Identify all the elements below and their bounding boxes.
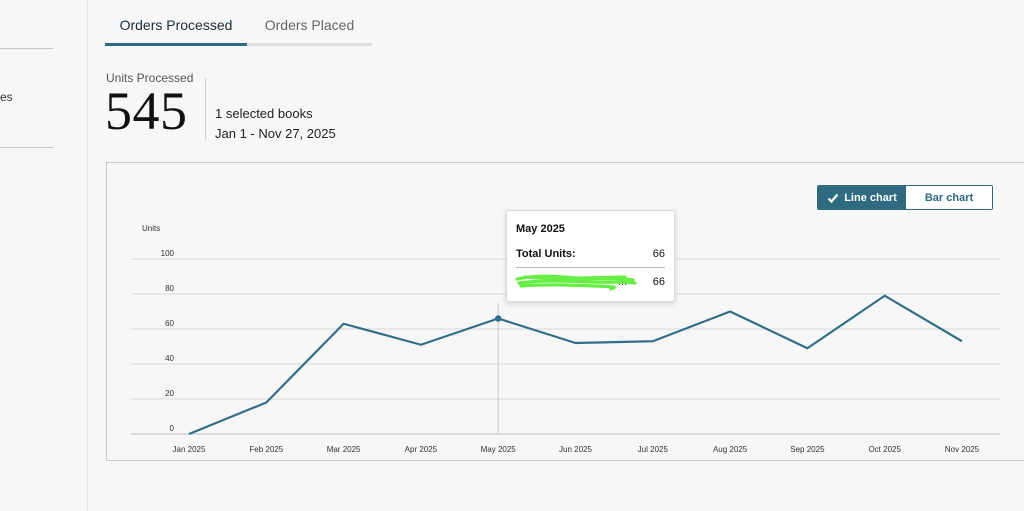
check-icon (827, 193, 839, 203)
x-tick-label: Jan 2025 (173, 445, 206, 454)
metric-label: Units Processed (106, 71, 194, 85)
y-axis-ticks: 0 20 40 60 80 100 (161, 249, 175, 433)
redaction-scribble (515, 274, 637, 291)
x-tick-label: Nov 2025 (945, 445, 980, 454)
tab-orders-processed[interactable]: Orders Processed (105, 17, 247, 46)
sidebar-item-label[interactable]: es (0, 90, 13, 104)
series-line (188, 294, 963, 436)
sidebar-divider (0, 147, 53, 148)
x-tick-label: Jun 2025 (559, 445, 592, 454)
x-tick-label: Aug 2025 (713, 445, 748, 454)
line-chart-label: Line chart (844, 191, 897, 204)
tooltip-divider (516, 267, 665, 268)
tooltip-title: May 2025 (516, 223, 565, 235)
y-tick-label: 60 (165, 319, 174, 328)
metric-value: 545 (105, 81, 188, 141)
chart-series (188, 294, 963, 436)
metric-divider (205, 78, 206, 140)
x-tick-label: May 2025 (481, 445, 517, 454)
tooltip-total-label: Total Units: (516, 248, 576, 260)
x-tick-label: Sep 2025 (790, 445, 825, 454)
x-tick-label: Oct 2025 (868, 445, 901, 454)
x-axis-ticks: Jan 2025 Feb 2025 Mar 2025 Apr 2025 May 2025… (173, 445, 980, 454)
sidebar: es (0, 0, 88, 511)
x-tick-label: Apr 2025 (405, 445, 438, 454)
highlighted-data-point[interactable] (495, 315, 502, 322)
y-tick-label: 100 (161, 249, 175, 258)
tooltip-series-value: 66 (652, 276, 665, 288)
line-chart-button[interactable]: Line chart (818, 186, 906, 209)
y-axis-label: Units (142, 224, 160, 233)
y-tick-label: 40 (165, 354, 174, 363)
chart-tooltip: May 2025 Total Units: 66 ... 66 (506, 210, 675, 302)
bar-chart-button[interactable]: Bar chart (906, 186, 992, 209)
selection-summary: 1 selected books (215, 106, 313, 121)
tab-orders-placed[interactable]: Orders Placed (247, 17, 372, 46)
date-range: Jan 1 - Nov 27, 2025 (215, 126, 336, 141)
x-tick-label: Mar 2025 (327, 445, 361, 454)
chart-type-toggle: Line chart Bar chart (817, 185, 993, 210)
y-tick-label: 20 (165, 389, 174, 398)
y-tick-label: 0 (170, 424, 175, 433)
tooltip-total-value: 66 (652, 248, 665, 260)
x-tick-label: Feb 2025 (249, 445, 283, 454)
y-tick-label: 80 (165, 284, 174, 293)
sidebar-divider (0, 48, 53, 49)
x-tick-label: Jul 2025 (638, 445, 669, 454)
